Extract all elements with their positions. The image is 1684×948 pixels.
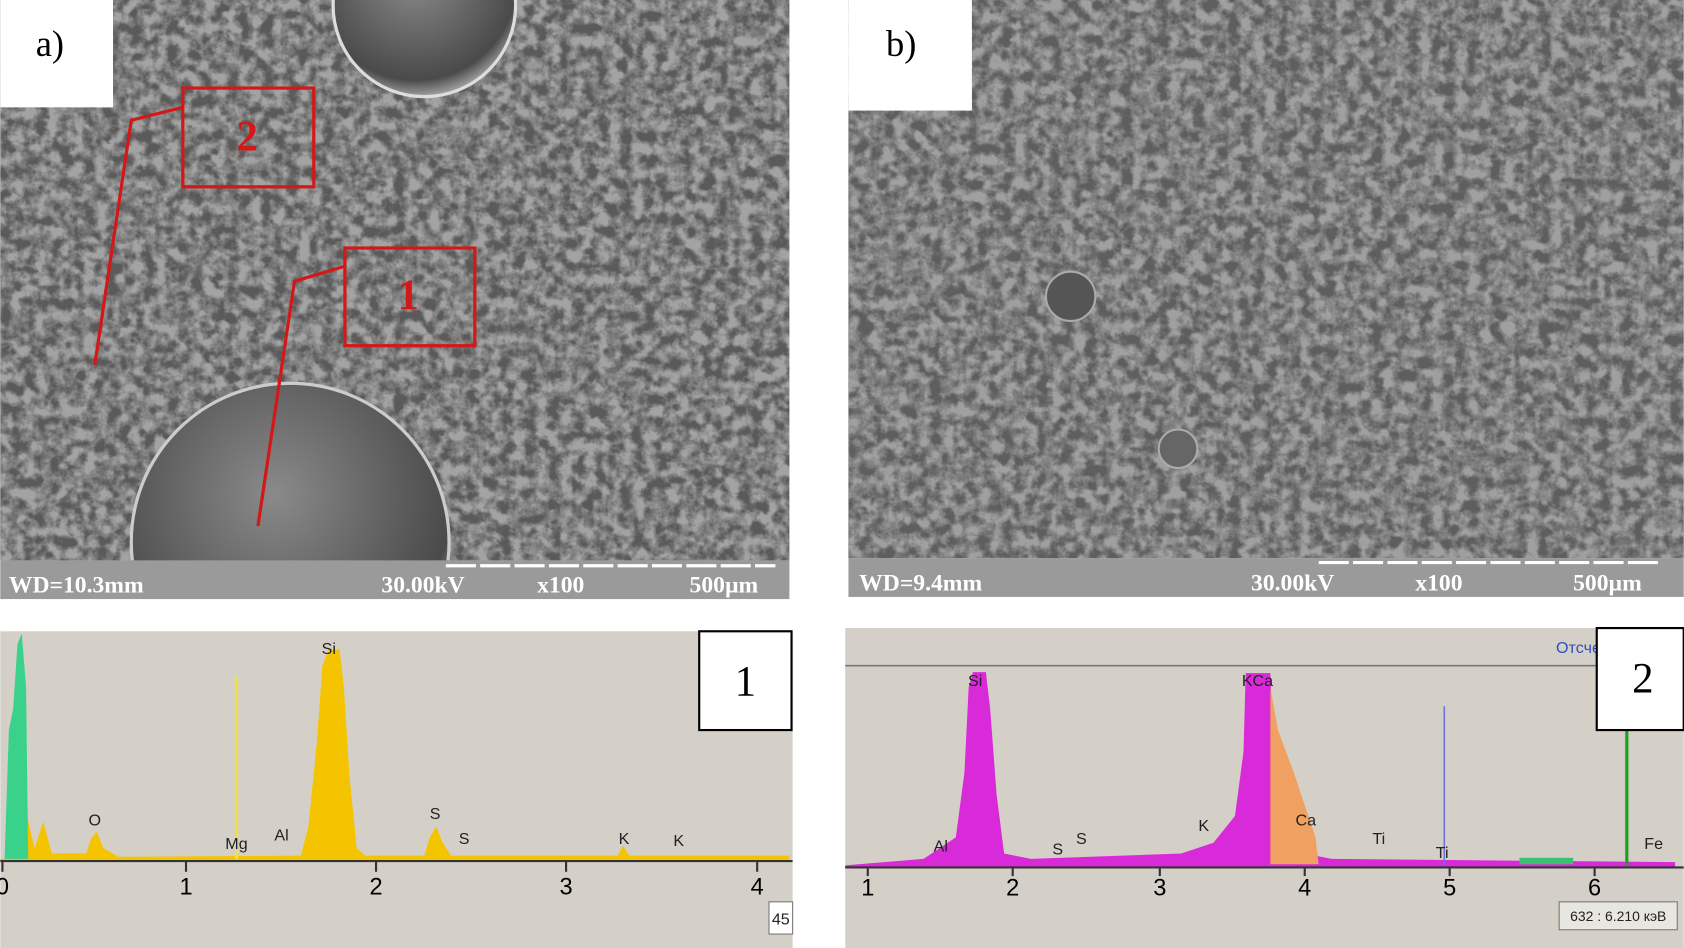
- region-label: 2: [236, 113, 257, 160]
- x-tick-label: 3: [560, 874, 573, 900]
- sem-image-b: WD=9.4mm 30.00kV x100 500µm b): [848, 0, 1684, 597]
- peak-label: Ca: [1296, 812, 1317, 830]
- spectrum-number: 2: [1632, 655, 1653, 702]
- x-tick-label: 6: [1588, 875, 1601, 901]
- peak-label: Mg: [225, 835, 247, 853]
- x-tick-label: 4: [1298, 875, 1311, 901]
- voltage: 30.00kV: [381, 573, 464, 599]
- spectrum-number: 1: [735, 659, 756, 706]
- peak-label: Al: [274, 827, 288, 845]
- peak-label: O: [88, 812, 101, 830]
- spectrum-2: Отсче 1 2 3 4 5 6 Si KCa Al S S K Ca Ti …: [845, 626, 1684, 948]
- peak-label: Si: [968, 672, 982, 690]
- peak-label: S: [1052, 841, 1063, 859]
- magnification: x100: [537, 573, 584, 599]
- sem-image-a: 2 1 WD=10.3mm 30.00kV x100 500µm a): [0, 0, 790, 600]
- peak-label: S: [1076, 830, 1087, 848]
- x-tick-label: 2: [369, 874, 382, 900]
- panel-label: a): [36, 23, 64, 64]
- peak-label: K: [1198, 817, 1209, 835]
- scale-bar-label: 500µm: [690, 573, 759, 599]
- x-tick-label: 0: [0, 874, 9, 900]
- peak-label: S: [459, 830, 470, 848]
- spectrum-1: 0 1 2 3 4 Si O Mg Al S S K K 1 45: [0, 630, 794, 948]
- region-label: 1: [398, 272, 419, 319]
- cursor-readout: 632 : 6.210 кэВ: [1570, 908, 1666, 924]
- x-tick-label: 1: [861, 875, 874, 901]
- x-tick-label: 5: [1443, 875, 1456, 901]
- x-tick-label: 4: [751, 874, 764, 900]
- peak-label: Ti: [1436, 844, 1449, 862]
- peak-label: Al: [934, 837, 948, 855]
- magnification: x100: [1415, 570, 1462, 596]
- panel-label: b): [886, 23, 916, 64]
- peak-label: S: [430, 805, 441, 823]
- x-tick-label: 1: [179, 874, 192, 900]
- peak-label: K: [673, 832, 684, 850]
- scale-bar-label: 500µm: [1573, 570, 1642, 596]
- peak-label: Si: [322, 640, 336, 658]
- counter: 45: [772, 910, 790, 928]
- peak-label: Ti: [1372, 830, 1385, 848]
- peak-label: KCa: [1242, 672, 1273, 690]
- x-tick-label: 2: [1006, 875, 1019, 901]
- counts-header: Отсче: [1556, 639, 1601, 657]
- working-distance: WD=9.4mm: [859, 570, 982, 596]
- voltage: 30.00kV: [1251, 570, 1334, 596]
- peak-label: Fe: [1644, 835, 1663, 853]
- x-tick-label: 3: [1153, 875, 1166, 901]
- working-distance: WD=10.3mm: [9, 573, 144, 599]
- peak-label: K: [619, 830, 630, 848]
